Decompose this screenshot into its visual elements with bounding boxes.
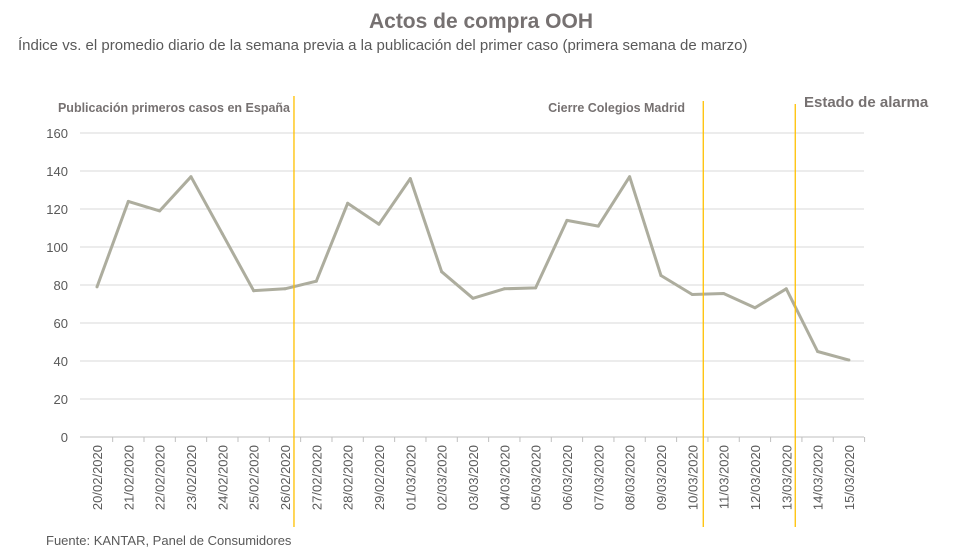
data-point: [596, 224, 600, 228]
x-tick-label: 20/02/2020: [90, 445, 105, 510]
x-tick-label: 15/03/2020: [842, 445, 857, 510]
data-point: [126, 199, 130, 203]
chart-source: Fuente: KANTAR, Panel de Consumidores: [46, 533, 292, 548]
series-line: [95, 175, 850, 362]
x-tick-label: 27/02/2020: [309, 445, 324, 510]
data-point: [283, 287, 287, 291]
data-point: [95, 285, 99, 289]
data-point: [440, 270, 444, 274]
x-tick-label: 07/03/2020: [591, 445, 606, 510]
x-tick-label: 05/03/2020: [529, 445, 544, 510]
data-point: [816, 350, 820, 353]
data-point: [220, 232, 224, 236]
x-tick-label: 23/02/2020: [184, 445, 199, 510]
data-point: [158, 209, 162, 213]
x-tick-label: 10/03/2020: [685, 445, 700, 510]
x-tick-label: 09/03/2020: [654, 445, 669, 510]
data-point: [722, 292, 726, 296]
x-tick-label: 28/02/2020: [341, 445, 356, 510]
data-point: [346, 201, 350, 205]
y-tick-label: 40: [54, 354, 68, 369]
chart-subtitle: Índice vs. el promedio diario de la sema…: [18, 37, 748, 54]
data-point: [659, 274, 663, 277]
data-point: [502, 287, 506, 291]
x-tick-label: 01/03/2020: [403, 445, 418, 510]
x-tick-label: 08/03/2020: [623, 445, 638, 510]
x-tick-label: 02/03/2020: [435, 445, 450, 510]
y-tick-label: 60: [54, 316, 68, 331]
data-point: [471, 296, 475, 300]
x-tick-label: 12/03/2020: [748, 445, 763, 510]
y-tick-label: 0: [61, 430, 68, 445]
data-point: [628, 175, 632, 179]
x-tick-label: 24/02/2020: [215, 445, 230, 510]
y-tick-label: 80: [54, 278, 68, 293]
x-tick-label: 14/03/2020: [811, 445, 826, 510]
x-tick-label: 04/03/2020: [497, 445, 512, 510]
annotation-label: Publicación primeros casos en España: [58, 101, 291, 115]
data-point: [847, 358, 851, 362]
data-point: [534, 286, 538, 290]
y-tick-label: 140: [46, 164, 68, 179]
data-point: [690, 293, 694, 296]
data-point: [565, 218, 569, 222]
y-tick-label: 20: [54, 392, 68, 407]
data-point: [377, 222, 381, 226]
x-tick-label: 22/02/2020: [153, 445, 168, 510]
x-tick-label: 21/02/2020: [121, 445, 136, 510]
x-tick-label: 11/03/2020: [717, 445, 732, 509]
x-tick-label: 03/03/2020: [466, 445, 481, 510]
data-point: [189, 175, 193, 179]
data-point: [784, 287, 788, 291]
data-point: [314, 279, 318, 283]
x-tick-label: 29/02/2020: [372, 445, 387, 510]
data-point: [408, 177, 412, 181]
y-tick-label: 160: [46, 126, 68, 141]
x-tick-label: 06/03/2020: [560, 445, 575, 510]
annotation-label: Cierre Colegios Madrid: [548, 101, 685, 115]
annotation-label: Estado de alarma: [804, 94, 929, 111]
y-tick-label: 120: [46, 202, 68, 217]
data-point: [252, 289, 256, 293]
chart-title: Actos de compra OOH: [368, 10, 594, 33]
x-tick-label: 26/02/2020: [278, 445, 293, 510]
y-tick-label: 100: [46, 240, 68, 255]
data-point: [753, 306, 757, 310]
x-tick-label: 25/02/2020: [247, 445, 262, 510]
x-tick-label: 13/03/2020: [779, 445, 794, 510]
